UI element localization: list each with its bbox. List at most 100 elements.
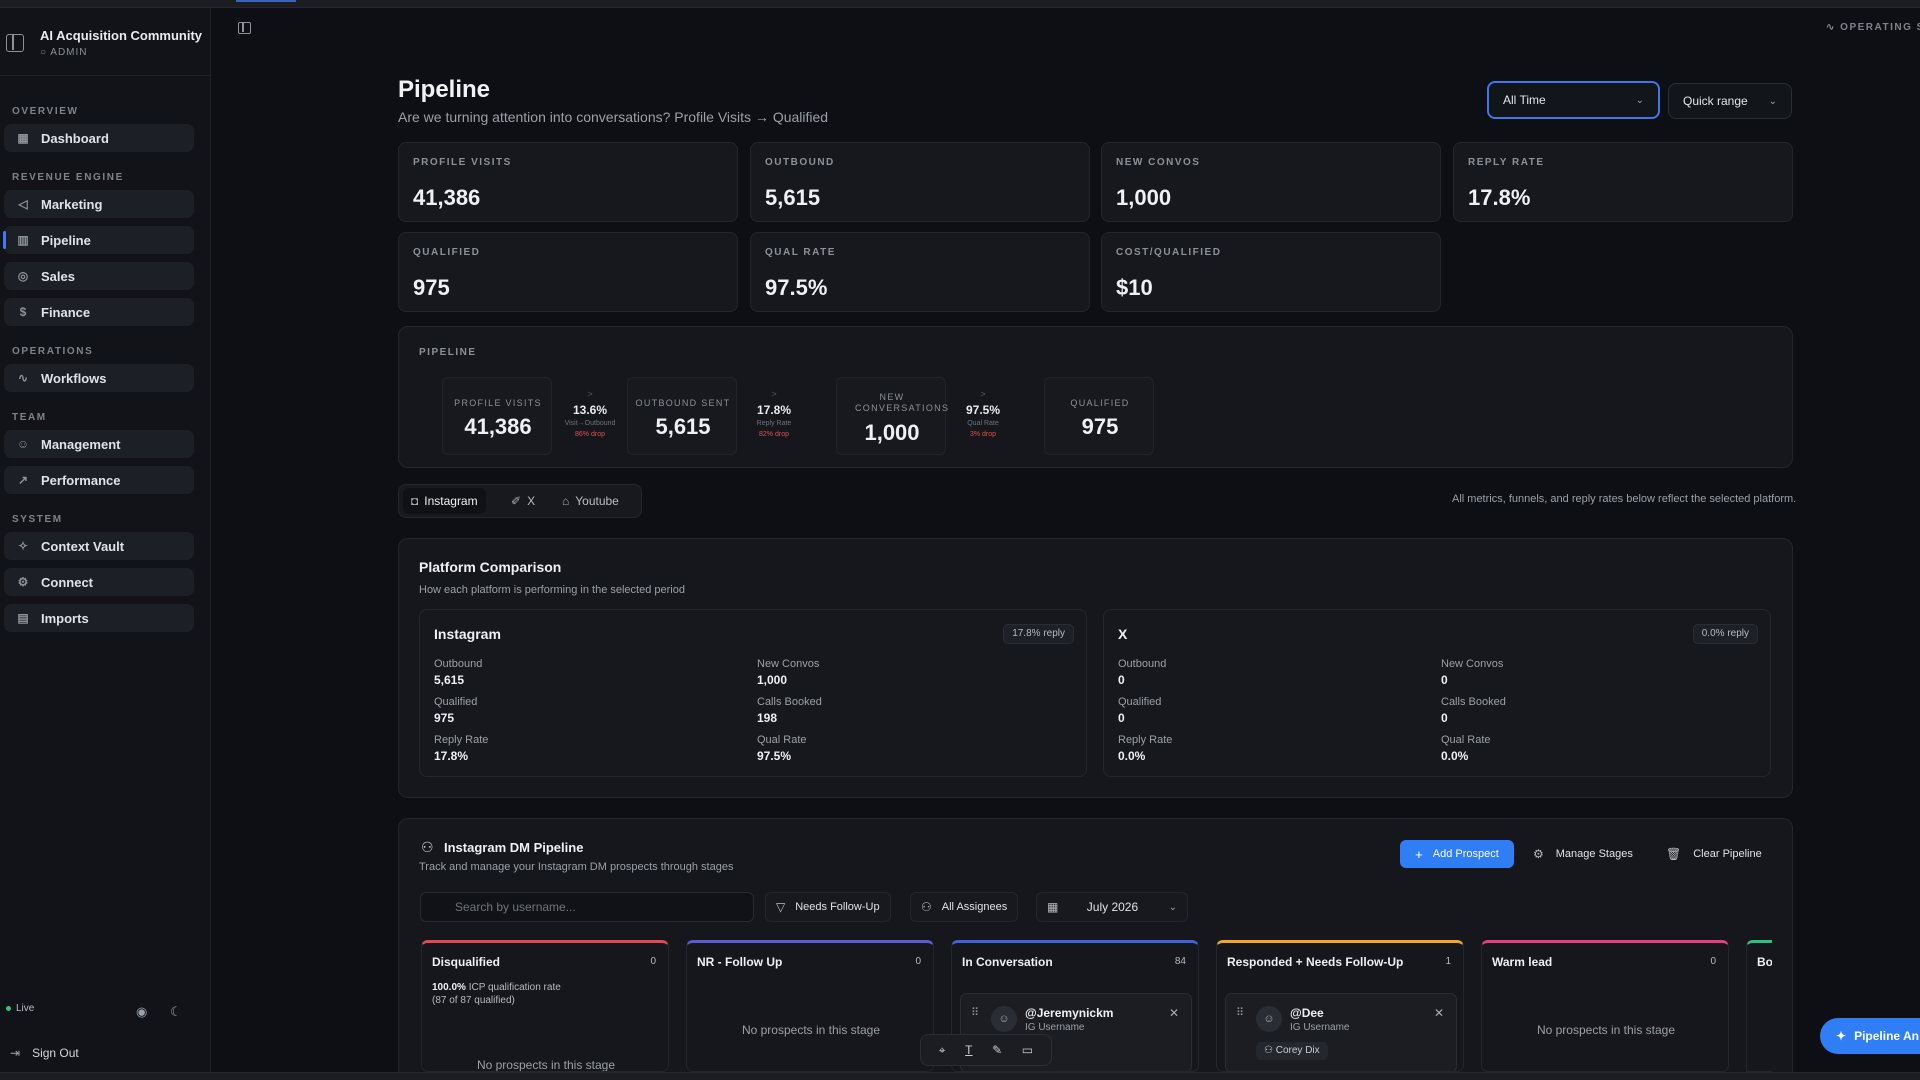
user-icon: ⚇ xyxy=(421,839,434,855)
window-top-bar xyxy=(0,0,1920,8)
select-icon[interactable]: ⌖ xyxy=(938,1042,946,1057)
nav-context-vault[interactable]: ✧ Context Vault xyxy=(4,532,194,560)
workspace-logo-icon xyxy=(6,34,24,52)
nav-pipeline[interactable]: ▥ Pipeline xyxy=(3,226,194,254)
nav-imports[interactable]: ▤ Imports xyxy=(4,604,194,632)
month-select[interactable]: ▦ July 2026 ⌄ xyxy=(1036,892,1188,922)
comment-icon[interactable]: ▭ xyxy=(1021,1043,1034,1057)
gear-icon: ⚙ xyxy=(1533,847,1544,861)
filter-needs-follow-up[interactable]: ▽ Needs Follow-Up xyxy=(765,892,891,922)
eye-icon[interactable]: ◉ xyxy=(136,1004,148,1019)
filter-assignees[interactable]: ⚇ All Assignees xyxy=(910,892,1019,922)
text-icon[interactable]: T xyxy=(965,1043,973,1057)
kpi-cost-per-qualified: COST/QUALIFIED $10 xyxy=(1101,232,1441,312)
logout-icon: ⇥ xyxy=(10,1046,21,1060)
megaphone-icon: ◁ xyxy=(18,197,28,211)
kpi-qual-rate: QUAL RATE 97.5% xyxy=(750,232,1090,312)
funnel-step-outbound-sent: OUTBOUND SENT 5,615 xyxy=(627,377,737,455)
workflow-icon: ∿ xyxy=(17,371,29,385)
drag-handle-icon[interactable]: ⠿ xyxy=(1236,1007,1245,1019)
funnel-conversion-1: > 13.6% Visit→Outbound 86% drop xyxy=(564,389,616,438)
nav-finance[interactable]: $ Finance xyxy=(4,298,194,326)
stage-column-partial: Bo xyxy=(1746,940,1772,1072)
platform-card-x: X 0.0% reply Outbound 0 New Convos 0 Qua… xyxy=(1103,609,1771,777)
chevron-down-icon: ⌄ xyxy=(1768,95,1777,107)
sidebar-toggle-icon[interactable] xyxy=(238,22,251,34)
kpi-outbound: OUTBOUND 5,615 xyxy=(750,142,1090,222)
comparison-title: Platform Comparison xyxy=(419,559,562,575)
bar-chart-icon: ▥ xyxy=(17,233,29,247)
workspace-name: AI Acquisition Community xyxy=(40,28,203,43)
sparkles-icon: ✧ xyxy=(17,539,29,553)
funnel-step-profile-visits: PROFILE VISITS 41,386 xyxy=(442,377,552,455)
chevron-down-icon: ⌄ xyxy=(1168,901,1177,913)
assignee-chip[interactable]: ⚇ Corey Dix xyxy=(1256,1042,1328,1060)
nav-dashboard[interactable]: ▦ Dashboard xyxy=(4,124,194,152)
add-prospect-button[interactable]: + Add Prospect xyxy=(1400,840,1514,868)
dm-pipeline-subtitle: Track and manage your Instagram DM prosp… xyxy=(419,861,734,873)
nav-performance[interactable]: ↗ Performance xyxy=(4,466,194,494)
close-icon[interactable]: ✕ xyxy=(1433,1006,1444,1020)
section-system: SYSTEM xyxy=(12,514,63,525)
pipeline-analyze-button[interactable]: ✦ Pipeline An xyxy=(1820,1018,1920,1054)
funnel-step-qualified: QUALIFIED 975 xyxy=(1044,377,1154,455)
reply-badge: 0.0% reply xyxy=(1692,624,1758,644)
sign-out-button[interactable]: ⇥ Sign Out xyxy=(10,1046,79,1060)
users-icon: ⚇ xyxy=(921,900,932,914)
user-role: ○ ADMIN xyxy=(40,47,88,58)
platform-tabs: ◘ Instagram ✐ X ⌂ Youtube xyxy=(398,484,642,518)
section-team: TEAM xyxy=(12,412,47,423)
file-icon: ▤ xyxy=(17,611,29,625)
funnel-label: PIPELINE xyxy=(419,347,477,358)
calendar-icon: ▦ xyxy=(1047,900,1059,914)
nav-sales[interactable]: ◎ Sales xyxy=(4,262,194,290)
avatar: ☺ xyxy=(991,1006,1017,1032)
stage-column-nr-follow-up: NR - Follow Up 0 No prospects in this sta… xyxy=(686,940,934,1072)
twitter-icon: ✐ xyxy=(511,494,522,508)
pen-icon[interactable]: ✎ xyxy=(992,1043,1003,1057)
page-subtitle: Are we turning attention into conversati… xyxy=(398,109,829,125)
prospect-card[interactable]: ⠿ ☺ @Dee IG Username ✕ ⚇ Corey Dix xyxy=(1225,993,1457,1071)
kpi-profile-visits: PROFILE VISITS 41,386 xyxy=(398,142,738,222)
nav-connect[interactable]: ⚙ Connect xyxy=(4,568,194,596)
tab-x[interactable]: ✐ X xyxy=(511,494,536,508)
target-icon: ◎ xyxy=(17,269,29,283)
floating-toolbar: ⌖ T ✎ ▭ xyxy=(920,1034,1052,1066)
funnel-step-new-conversations: NEW CONVERSATIONS 1,000 xyxy=(836,377,948,455)
platform-comparison-panel: Platform Comparison How each platform is… xyxy=(398,538,1793,798)
nav-marketing[interactable]: ◁ Marketing xyxy=(4,190,194,218)
pipeline-funnel-panel: PIPELINE PROFILE VISITS 41,386 > 13.6% V… xyxy=(398,326,1793,468)
live-indicator: Live xyxy=(6,1003,34,1014)
sparkles-icon: ✦ xyxy=(1836,1029,1847,1043)
moon-icon[interactable]: ☾ xyxy=(170,1004,182,1019)
search-input[interactable] xyxy=(420,892,754,922)
funnel-conversion-2: > 17.8% Reply Rate 82% drop xyxy=(756,389,792,438)
section-overview: OVERVIEW xyxy=(12,106,79,117)
close-icon[interactable]: ✕ xyxy=(1168,1006,1179,1020)
dollar-icon: $ xyxy=(19,305,27,319)
tab-instagram[interactable]: ◘ Instagram xyxy=(403,488,486,514)
tab-youtube[interactable]: ⌂ Youtube xyxy=(562,494,619,508)
window-bottom-bar xyxy=(0,1072,1920,1080)
tag-icon: ⌂ xyxy=(562,494,570,508)
clear-pipeline-button[interactable]: 🗑 Clear Pipeline xyxy=(1666,847,1762,861)
platform-note: All metrics, funnels, and reply rates be… xyxy=(1452,493,1797,505)
trash-icon: 🗑 xyxy=(1666,847,1682,861)
drag-handle-icon[interactable]: ⠿ xyxy=(971,1007,980,1019)
chevron-down-icon: ⌄ xyxy=(1635,94,1644,106)
page-title: Pipeline xyxy=(398,76,491,103)
nav-management[interactable]: ☺ Management xyxy=(4,430,194,458)
live-dot xyxy=(6,1006,11,1011)
section-revenue-engine: REVENUE ENGINE xyxy=(12,172,124,183)
brand-header[interactable]: AI Acquisition Community ○ ADMIN xyxy=(0,8,211,76)
nav-workflows[interactable]: ∿ Workflows xyxy=(4,364,194,392)
dashboard-icon: ▦ xyxy=(17,131,29,145)
time-range-select[interactable]: All Time ⌄ xyxy=(1487,81,1660,119)
qualification-stat: 100.0% ICP qualification rate (87 of 87 q… xyxy=(432,982,561,1006)
quick-range-select[interactable]: Quick range ⌄ xyxy=(1668,83,1792,119)
reply-badge: 17.8% reply xyxy=(1003,624,1074,644)
sidebar: AI Acquisition Community ○ ADMIN OVERVIE… xyxy=(0,8,211,1072)
manage-stages-button[interactable]: ⚙ Manage Stages xyxy=(1533,847,1633,861)
trending-up-icon: ↗ xyxy=(17,473,29,487)
platform-card-instagram: Instagram 17.8% reply Outbound 5,615 New… xyxy=(419,609,1087,777)
